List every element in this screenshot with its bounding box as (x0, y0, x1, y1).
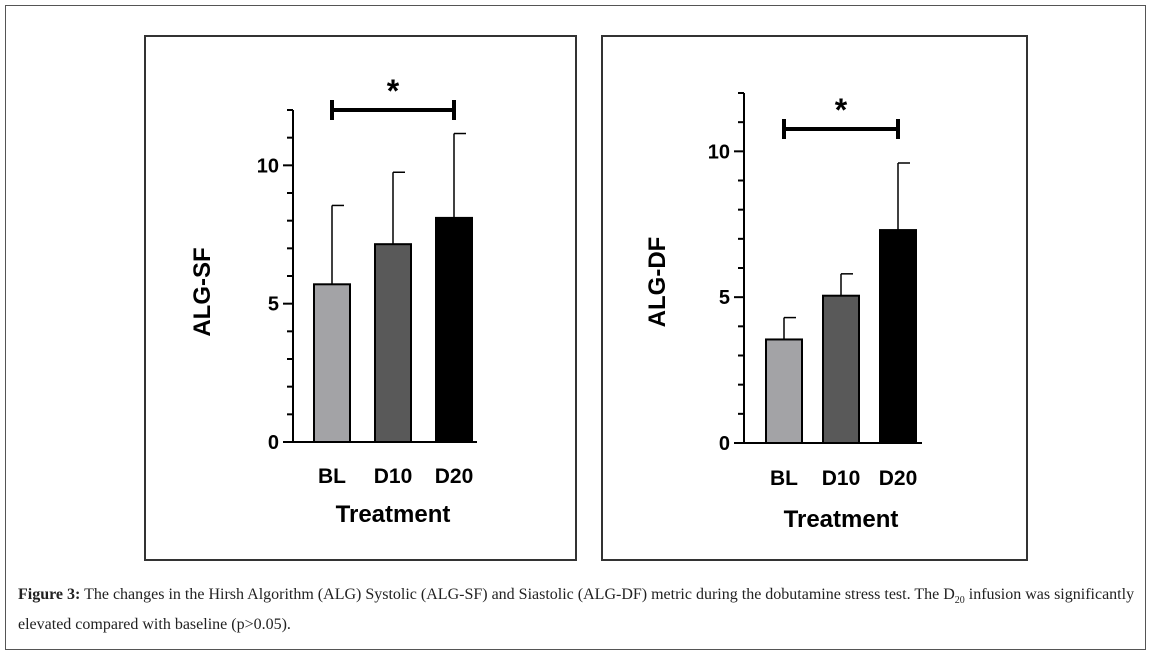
figure-caption: Figure 3: The changes in the Hirsh Algor… (18, 583, 1138, 637)
significance-star: * (835, 92, 848, 128)
bar-bl (313, 283, 351, 443)
bar-d20 (435, 216, 473, 443)
y-axis-title: ALG-SF (189, 247, 216, 336)
bar-d10 (822, 294, 860, 445)
y-tick-label: 5 (268, 294, 279, 316)
caption-subscript: 20 (954, 595, 965, 607)
y-tick-label: 10 (257, 155, 279, 177)
y-tick-label: 0 (719, 433, 730, 455)
chart-alg-sf: 0 5 10 BL D10 D20 Treatment ALG-SF * (189, 73, 477, 528)
x-axis-title: Treatment (336, 501, 451, 528)
bar-bl (765, 338, 803, 445)
x-tick-label-d20: D20 (879, 467, 918, 490)
y-tick-label: 10 (708, 141, 730, 163)
x-tick-label-bl: BL (318, 465, 346, 488)
significance-star: * (387, 73, 400, 109)
x-axis-title: Treatment (784, 506, 899, 533)
bar-d10 (374, 243, 412, 443)
bar-d20 (879, 229, 917, 444)
y-axis-title: ALG-DF (644, 237, 671, 328)
caption-label: Figure 3: (18, 586, 81, 603)
chart-alg-df: 0 5 10 BL D10 D20 Treatment ALG-DF * (644, 92, 922, 533)
x-tick-label-d20: D20 (435, 465, 474, 488)
caption-text-start: The changes in the Hirsh Algorithm (ALG)… (80, 586, 955, 603)
y-tick-label: 0 (268, 432, 279, 454)
y-tick-label: 5 (719, 287, 730, 309)
figure-frame (5, 5, 1146, 650)
x-tick-label-d10: D10 (822, 467, 861, 490)
x-tick-label-bl: BL (770, 467, 798, 490)
chart-panel-alg-sf: 0 5 10 BL D10 D20 Treatment ALG-SF * (144, 35, 577, 561)
caption-text-end: infusion was significantly elevated comp… (18, 586, 1135, 634)
chart-panel-alg-df: 0 5 10 BL D10 D20 Treatment ALG-DF * (601, 35, 1028, 561)
x-tick-label-d10: D10 (374, 465, 413, 488)
